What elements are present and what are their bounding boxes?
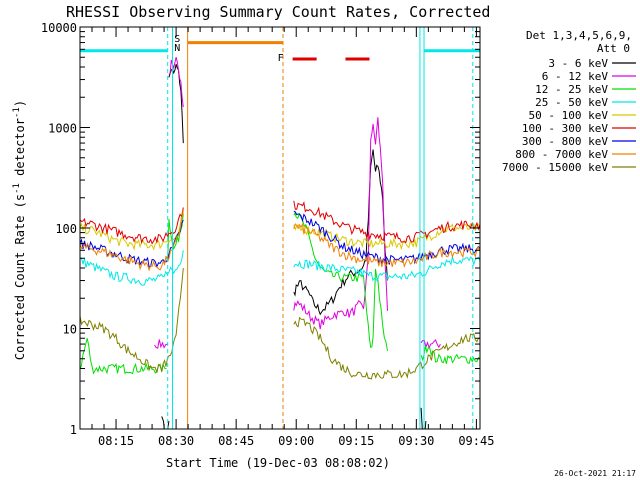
y-axis-label: Corrected Count Rate (s-1 detector-1) — [12, 100, 27, 360]
series-1-segment-1 — [168, 56, 184, 108]
legend-label-1: 6 - 12 keV — [542, 70, 609, 83]
series-1 — [154, 56, 441, 350]
series-4-segment-0 — [80, 213, 184, 251]
legend-label-3: 25 - 50 keV — [535, 96, 608, 109]
legend-label-7: 800 - 7000 keV — [515, 148, 608, 161]
series-0-segment-3 — [420, 407, 427, 429]
series-5-segment-1 — [293, 200, 480, 244]
x-axis: 08:15 08:30 08:45 09:00 09:15 09:30 09:45 — [91, 27, 494, 448]
flag-letter-f: F — [278, 53, 284, 64]
legend-label-8: 7000 - 15000 keV — [502, 161, 608, 174]
y-tick-label-3: 1000 — [48, 122, 77, 136]
x-tick-label-5: 09:30 — [398, 434, 434, 448]
series-7-segment-1 — [293, 222, 480, 269]
x-tick-label-0: 08:15 — [98, 434, 134, 448]
x-tick-label-3: 09:00 — [278, 434, 314, 448]
series-2-segment-0 — [80, 338, 167, 375]
legend-label-6: 300 - 800 keV — [522, 135, 608, 148]
y-tick-label-2: 100 — [55, 222, 77, 236]
y-axis-label-sup1: -1 — [12, 183, 22, 194]
legend-header-detectors: Det 1,3,4,5,6,9, — [526, 29, 632, 42]
y-axis-label-main: Corrected Count Rate (s — [13, 194, 27, 360]
series-6-segment-1 — [293, 210, 480, 265]
series-0-segment-2 — [293, 149, 388, 316]
series-3-segment-0 — [80, 250, 184, 286]
x-tick-label-1: 08:30 — [158, 434, 194, 448]
legend-label-5: 100 - 300 keV — [522, 122, 608, 135]
footer-timestamp: 26-Oct-2021 21:17 — [554, 469, 636, 478]
x-tick-label-4: 09:15 — [338, 434, 374, 448]
x-tick-label-6: 09:45 — [458, 434, 494, 448]
series-3-segment-1 — [293, 256, 480, 283]
series-0-segment-1 — [168, 64, 184, 144]
chart-title: RHESSI Observing Summary Count Rates, Co… — [66, 3, 490, 21]
legend-label-0: 3 - 6 keV — [548, 57, 608, 70]
series-7 — [80, 210, 480, 272]
y-axis: 1 10 100 1000 10000 — [41, 21, 480, 437]
flag-letter-s: S — [174, 34, 180, 45]
legend-header-attenuator: Att 0 — [597, 42, 630, 55]
series-5-segment-0 — [80, 207, 184, 245]
y-tick-label-4: 10000 — [41, 21, 77, 35]
series-layer — [80, 56, 480, 429]
legend-label-2: 12 - 25 keV — [535, 83, 608, 96]
legend-label-4: 50 - 100 keV — [529, 109, 609, 122]
series-5 — [80, 200, 480, 245]
series-8 — [80, 267, 480, 380]
series-1-segment-0 — [154, 339, 168, 350]
x-axis-label: Start Time (19-Dec-03 08:08:02) — [166, 456, 390, 470]
annotation-layer: SN F — [174, 34, 283, 64]
series-0 — [161, 64, 427, 429]
series-1-segment-2 — [293, 117, 388, 330]
flag-layer — [80, 27, 480, 429]
x-tick-label-2: 08:45 — [218, 434, 254, 448]
series-8-segment-1 — [293, 316, 480, 380]
series-2-segment-2 — [293, 211, 388, 351]
y-tick-label-0: 1 — [70, 423, 77, 437]
y-axis-label-sup2: -1 — [12, 107, 22, 118]
y-axis-label-mid: detector — [13, 118, 27, 183]
flag-letter-n: N — [174, 43, 180, 54]
series-3 — [80, 250, 480, 286]
y-axis-label-end: ) — [13, 100, 27, 107]
series-8-segment-0 — [80, 267, 184, 373]
series-2-segment-3 — [420, 345, 480, 365]
y-tick-label-1: 10 — [63, 323, 77, 337]
series-7-segment-0 — [80, 210, 184, 272]
